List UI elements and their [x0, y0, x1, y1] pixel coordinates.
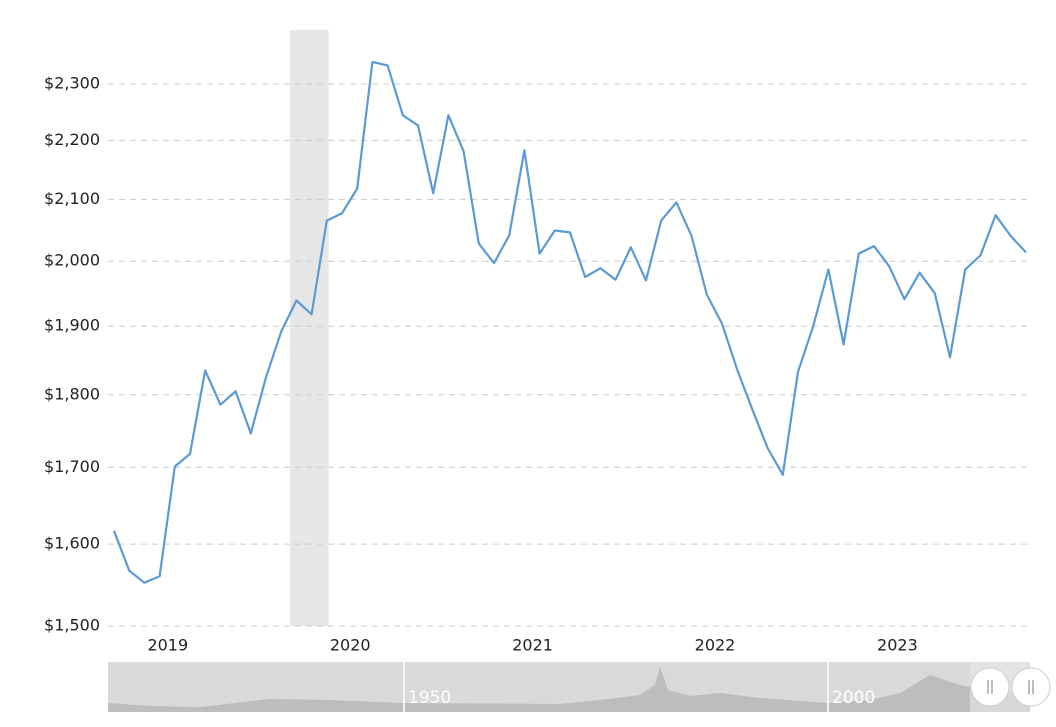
y-tick-label: $2,200 — [44, 130, 100, 149]
y-tick-label: $1,900 — [44, 316, 100, 335]
x-tick-label: 2023 — [877, 636, 918, 655]
x-tick-label: 2021 — [512, 636, 553, 655]
y-tick-label: $2,100 — [44, 189, 100, 208]
y-tick-label: $1,500 — [44, 616, 100, 635]
y-tick-label: $1,600 — [44, 534, 100, 553]
navigator-handle[interactable] — [1011, 667, 1051, 707]
x-tick-label: 2022 — [695, 636, 736, 655]
navigator-area — [108, 667, 1030, 712]
navigator-label: 2000 — [832, 688, 875, 708]
recession-band — [290, 30, 329, 626]
x-tick-label: 2020 — [330, 636, 371, 655]
y-tick-label: $2,300 — [44, 73, 100, 92]
handle-grip — [987, 680, 1034, 694]
navigator-label: 1950 — [408, 688, 451, 708]
x-tick-label: 2019 — [147, 636, 188, 655]
navigator-handle[interactable] — [970, 667, 1010, 707]
y-tick-label: $1,700 — [44, 457, 100, 476]
y-tick-label: $1,800 — [44, 384, 100, 403]
price-line — [112, 61, 1027, 584]
navigator[interactable]: 1950 2000 — [108, 662, 1051, 712]
y-tick-label: $2,000 — [44, 251, 100, 270]
